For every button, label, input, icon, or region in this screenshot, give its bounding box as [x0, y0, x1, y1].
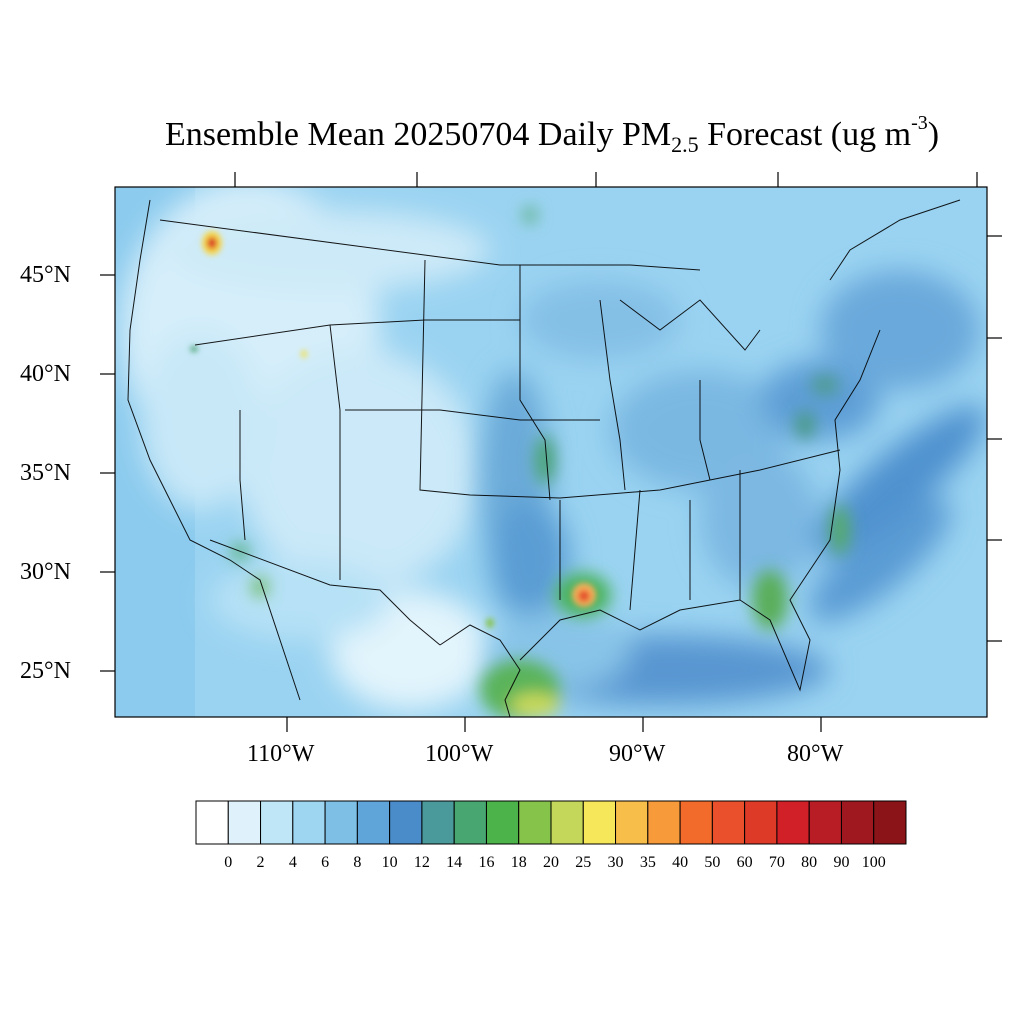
lat-label-30n: 30°N	[20, 559, 71, 585]
colorbar-tick-label: 10	[381, 854, 398, 871]
colorbar-tick-label: 16	[478, 854, 495, 871]
colorbar-tick-label: 70	[768, 854, 785, 871]
colorbar-swatch	[615, 800, 649, 845]
colorbar-tick-label: 50	[704, 854, 721, 871]
colorbar-tick-label: 100	[861, 854, 886, 871]
colorbar-swatch	[485, 800, 520, 845]
lat-label-35n: 35°N	[20, 460, 71, 486]
colorbar-swatch	[840, 800, 875, 845]
colorbar-swatch	[744, 800, 778, 845]
colorbar	[195, 800, 907, 845]
lat-label-40n: 40°N	[20, 361, 71, 387]
colorbar-swatch	[647, 800, 681, 845]
colorbar-tick-label: 25	[575, 854, 592, 871]
colorbar-swatch	[195, 800, 229, 845]
title-prefix: Ensemble Mean 20250704 Daily PM	[164, 116, 672, 153]
colorbar-swatch	[518, 800, 552, 845]
title-superscript: -3	[911, 112, 928, 134]
colorbar-tick-label: 40	[672, 854, 689, 871]
lat-label-45n: 45°N	[20, 262, 71, 288]
colorbar-swatch	[453, 800, 487, 845]
colorbar-swatch	[711, 800, 746, 845]
lon-label-100w: 100°W	[425, 741, 494, 767]
colorbar-tick-label: 35	[639, 854, 656, 871]
colorbar-swatch	[421, 800, 455, 845]
colorbar-tick-label: 4	[288, 854, 297, 871]
colorbar-tick-label: 90	[833, 854, 850, 871]
colorbar-swatch	[227, 800, 262, 845]
colorbar-tick-label: 20	[543, 854, 559, 871]
colorbar-tick-label: 6	[321, 854, 330, 871]
colorbar-swatch	[582, 800, 617, 845]
lon-label-110w: 110°W	[247, 741, 315, 767]
colorbar-swatch	[873, 800, 907, 845]
map-title: Ensemble Mean 20250704 Daily PM2.5 Forec…	[0, 112, 1024, 158]
title-suffix: )	[927, 116, 940, 153]
colorbar-tick-label: 14	[446, 854, 463, 871]
colorbar-swatch	[550, 800, 584, 845]
colorbar-swatch	[356, 800, 391, 845]
lon-label-80w: 80°W	[787, 741, 844, 767]
lon-label-90w: 90°W	[609, 741, 666, 767]
colorbar-swatch	[260, 800, 294, 845]
colorbar-swatch	[389, 800, 423, 845]
colorbar-tick-label: 60	[736, 854, 753, 871]
colorbar-tick-label: 18	[510, 854, 527, 871]
colorbar-swatch	[679, 800, 713, 845]
title-subscript: 2.5	[671, 132, 699, 157]
colorbar-swatch	[324, 800, 358, 845]
colorbar-tick-label: 8	[353, 854, 362, 871]
title-middle: Forecast (ug m	[698, 116, 912, 153]
colorbar-swatch	[808, 800, 842, 845]
map-frame	[114, 186, 988, 718]
lat-label-25n: 25°N	[20, 658, 71, 684]
concentration-field	[115, 187, 987, 717]
colorbar-tick-label: 2	[256, 854, 265, 871]
colorbar-tick-label: 30	[607, 854, 624, 871]
colorbar-tick-label: 0	[224, 854, 233, 871]
colorbar-tick-label: 12	[413, 854, 430, 871]
colorbar-tick-label: 80	[801, 854, 818, 871]
colorbar-swatch	[292, 800, 326, 845]
colorbar-swatch	[776, 800, 810, 845]
